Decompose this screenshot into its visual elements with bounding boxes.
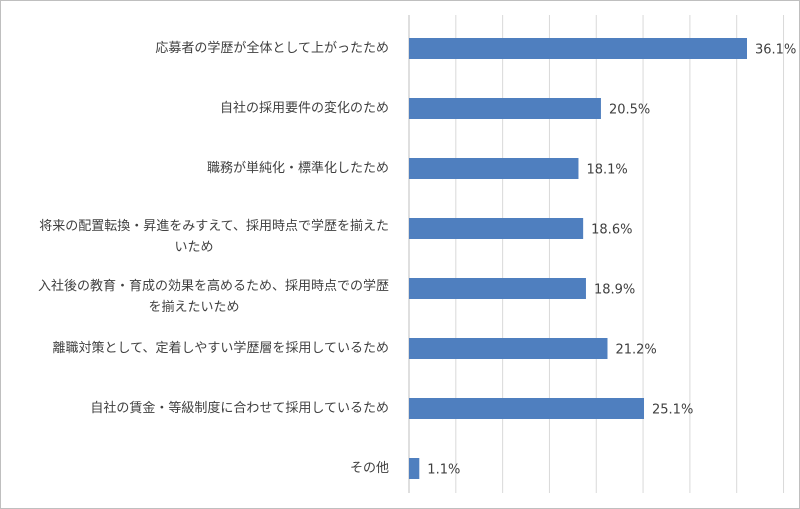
bar (409, 158, 579, 179)
data-label: 18.6% (591, 223, 632, 238)
data-label: 18.1% (586, 163, 627, 178)
bar (409, 218, 584, 239)
bar (409, 38, 747, 59)
category-label-line: いため (174, 239, 214, 255)
category-label: その他 (0, 458, 389, 479)
data-label: 20.5% (609, 103, 650, 118)
category-label-line: 自社の採用要件の変化のため (219, 101, 389, 116)
category-label-line: 入社後の教育・育成の効果を高めるため、採用時点での学歴 (37, 278, 389, 294)
bar (409, 458, 420, 479)
category-label-line: 将来の配置転換・昇進をみすえて、採用時点で学歴を揃えた (39, 218, 389, 234)
category-label-line: 自社の賃金・等級制度に合わせて採用しているため (90, 401, 389, 416)
bar (409, 98, 601, 119)
data-label: 25.1% (652, 403, 693, 418)
category-label-line: を揃えたいため (148, 299, 240, 315)
category-label: 応募者の学歴が全体として上がったため (0, 38, 389, 59)
data-label: 18.9% (594, 283, 635, 298)
category-label-line: 応募者の学歴が全体として上がったため (155, 41, 389, 56)
category-label: 自社の賃金・等級制度に合わせて採用しているため (0, 398, 389, 419)
data-label: 36.1% (755, 43, 796, 58)
category-label: 入社後の教育・育成の効果を高めるため、採用時点での学歴を揃えたいため (0, 276, 389, 318)
category-label: 離職対策として、定着しやすい学歴層を採用しているため (0, 338, 389, 359)
bar (409, 398, 645, 419)
bar (409, 338, 608, 359)
category-label: 自社の採用要件の変化のため (0, 98, 389, 119)
data-label: 1.1% (427, 463, 460, 478)
category-label: 将来の配置転換・昇進をみすえて、採用時点で学歴を揃えたいため (0, 216, 389, 258)
category-label-line: 離職対策として、定着しやすい学歴層を採用しているため (52, 341, 389, 356)
bar (409, 278, 586, 299)
category-label: 職務が単純化・標準化したため (0, 158, 389, 179)
data-label: 21.2% (615, 343, 656, 358)
category-label-line: その他 (349, 461, 389, 476)
category-label-line: 職務が単純化・標準化したため (206, 161, 389, 176)
